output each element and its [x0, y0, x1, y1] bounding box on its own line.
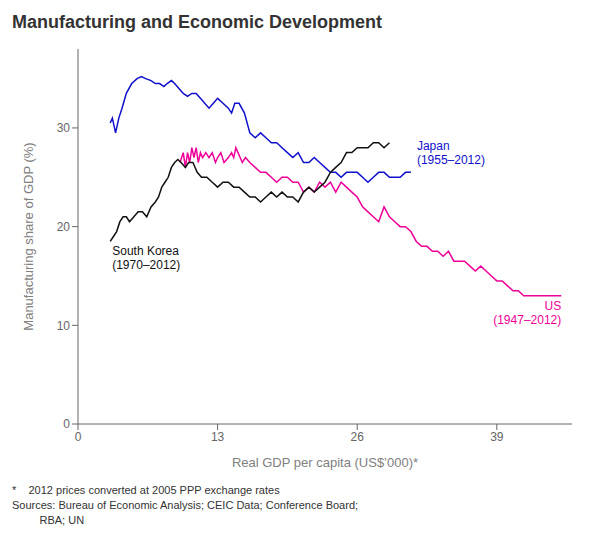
html-text:RBA; UN: RBA; UN [12, 514, 85, 526]
svg-text:Manufacturing share of GDP (%): Manufacturing share of GDP (%) [21, 142, 36, 330]
svg-text:0: 0 [63, 417, 70, 431]
svg-text:US(1947–2012): US(1947–2012) [493, 299, 561, 327]
html-text:* 2012 prices converted at 200: * 2012 prices converted at 2005 PPP exch… [12, 484, 280, 496]
svg-text:13: 13 [211, 430, 225, 444]
svg-text:20: 20 [57, 220, 71, 234]
svg-text:Japan(1955–2012): Japan(1955–2012) [417, 139, 485, 167]
html-text:Sources: Bureau of Economic An: Sources: Bureau of Economic Analysis; CE… [12, 499, 359, 511]
svg-text:39: 39 [490, 430, 504, 444]
svg-text:South Korea(1970–2012): South Korea(1970–2012) [112, 244, 180, 272]
svg-text:Real GDP per capita (US$’000)*: Real GDP per capita (US$’000)* [232, 455, 418, 470]
svg-text:0: 0 [75, 430, 82, 444]
svg-text:30: 30 [57, 121, 71, 135]
svg-text:26: 26 [351, 430, 365, 444]
html-text:Manufacturing and Economic Dev: Manufacturing and Economic Development [12, 12, 382, 32]
svg-text:10: 10 [57, 319, 71, 333]
